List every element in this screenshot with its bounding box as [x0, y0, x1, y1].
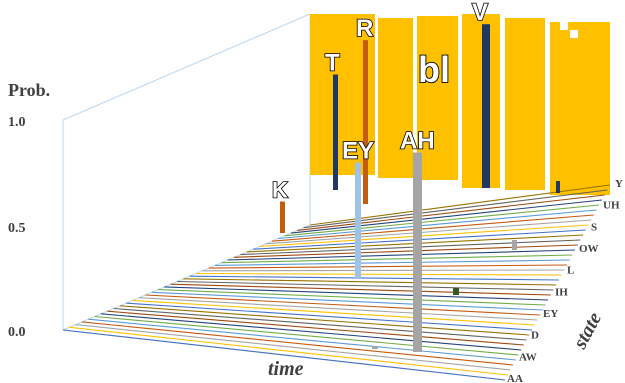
- state-line: [62, 329, 506, 381]
- state-tick-label: UH: [603, 200, 620, 212]
- state-line: [132, 299, 535, 326]
- state-line: [145, 294, 541, 316]
- state-line: [284, 204, 600, 237]
- peak-bar: [355, 162, 361, 278]
- minor-bar: [372, 346, 378, 349]
- blank-notch: [570, 30, 578, 38]
- blank-panel: [550, 22, 610, 195]
- state-tick-label: S: [591, 221, 597, 233]
- state-line: [81, 321, 514, 366]
- state-line: [100, 313, 522, 351]
- state-line: [183, 278, 557, 286]
- peak-bar: [413, 152, 422, 352]
- blank-panel: [310, 14, 375, 175]
- state-line: [202, 269, 565, 272]
- state-line: [119, 305, 530, 336]
- state-tick-label: Y: [615, 178, 623, 190]
- peak-label: EY: [342, 138, 374, 165]
- peak-bar: [482, 24, 490, 189]
- state-line: [170, 283, 551, 296]
- y-tick-label: 0.0: [8, 325, 26, 340]
- y-axis-label: Prob.: [8, 80, 50, 100]
- y-tick-label: 0.5: [8, 221, 26, 236]
- state-line: [227, 249, 576, 261]
- state-tick-label: D: [531, 330, 539, 342]
- blank-label: bl: [418, 49, 450, 90]
- peak-label: T: [325, 50, 340, 77]
- top-wall-edge: [62, 13, 311, 121]
- state-line: [259, 224, 589, 248]
- peak-label: V: [472, 0, 488, 26]
- state-line: [297, 194, 605, 231]
- state-tick-label: AW: [519, 351, 537, 363]
- blank-panel: [417, 16, 458, 180]
- state-line: [69, 326, 508, 376]
- state-line: [176, 280, 554, 291]
- state-tick-label: IH: [555, 286, 568, 298]
- peak-label: AH: [400, 128, 435, 155]
- state-line: [214, 259, 570, 266]
- blank-panel: [462, 14, 500, 188]
- state-line: [113, 307, 527, 341]
- peak-bar: [333, 74, 338, 190]
- y-tick-label: 1.0: [8, 115, 26, 130]
- state-line: [138, 297, 538, 321]
- state-line: [290, 199, 602, 234]
- state-line: [221, 254, 573, 264]
- state-tick-label: OW: [579, 243, 599, 255]
- blank-panel: [505, 18, 545, 190]
- x-axis-label: time: [268, 358, 304, 380]
- state-line: [94, 315, 519, 356]
- blank-notch: [560, 22, 568, 30]
- state-lines: [62, 184, 611, 381]
- state-tick-label: AA: [507, 373, 523, 383]
- state-line: [151, 291, 543, 311]
- state-line: [265, 219, 592, 245]
- state-line: [195, 272, 562, 276]
- state-tick-label: EY: [543, 308, 558, 320]
- state-line: [157, 289, 546, 306]
- state-line: [107, 310, 524, 346]
- state-line: [271, 214, 594, 242]
- state-tick-label: L: [567, 265, 574, 277]
- back-floor-edge: [62, 224, 311, 331]
- state-line: [189, 275, 559, 281]
- peak-bars: K TR EY AH V: [271, 0, 560, 352]
- state-line: [164, 286, 549, 301]
- minor-bar: [556, 181, 560, 193]
- peak-label: K: [272, 178, 288, 203]
- state-line: [303, 189, 608, 229]
- minor-bar: [512, 240, 517, 250]
- blank-panel: [378, 18, 413, 178]
- state-line: [278, 209, 597, 240]
- blank-region: [310, 14, 610, 195]
- state-line: [88, 318, 516, 361]
- state-line: [240, 239, 581, 256]
- state-line: [233, 244, 578, 258]
- peak-label: R: [356, 15, 373, 42]
- z-axis-label: state: [569, 309, 607, 354]
- state-line: [208, 264, 567, 269]
- minor-bar: [453, 288, 459, 295]
- state-line: [126, 302, 532, 331]
- peak-bar: [363, 40, 368, 205]
- state-line: [75, 324, 511, 371]
- peak-bar: [280, 201, 285, 233]
